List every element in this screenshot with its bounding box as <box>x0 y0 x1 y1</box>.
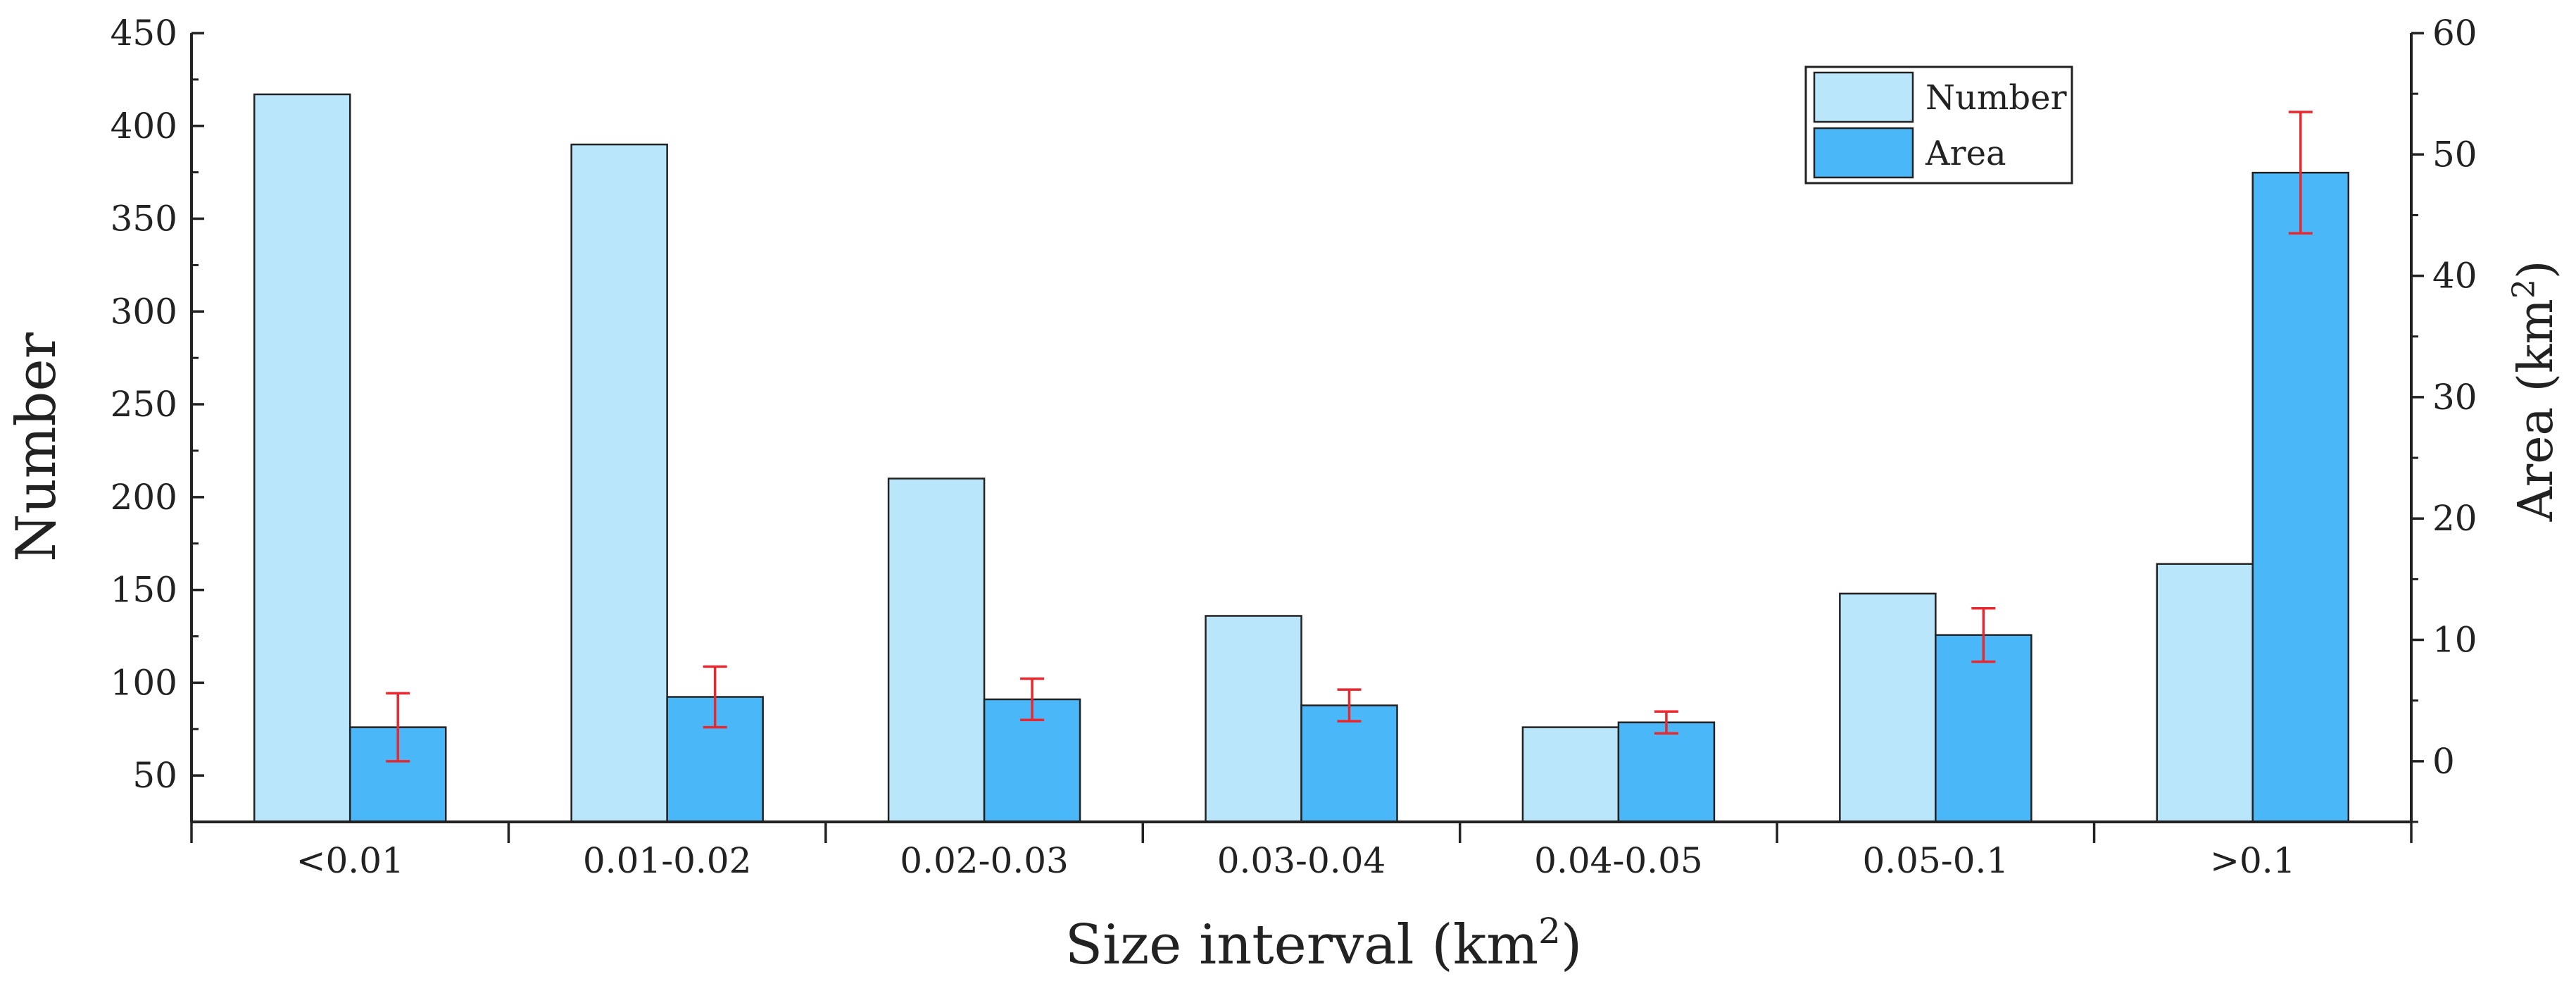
y-left-axis-label: Number <box>5 332 68 562</box>
error-bar-area-5 <box>1971 606 1996 663</box>
bars-layer <box>253 93 2350 823</box>
y-right-tick-label-3: 30 <box>2432 377 2477 418</box>
x-tick-label-6: >0.1 <box>2210 840 2295 881</box>
error-bar-area-3 <box>1337 688 1362 723</box>
bar-number-1 <box>570 143 668 823</box>
legend-label-number: Number <box>1925 78 2067 118</box>
y-left-tick-label-7: 400 <box>111 106 177 146</box>
y-right-tick-label-6: 60 <box>2432 13 2477 54</box>
legend-swatch-area <box>1813 127 1914 179</box>
y-left-tick-label-8: 450 <box>111 13 177 54</box>
bar-area-5 <box>1935 634 2032 823</box>
error-bar-area-2 <box>1020 677 1045 722</box>
y-right-axis-label-sup: 2 <box>2506 279 2542 299</box>
legend-swatch-number <box>1813 71 1914 123</box>
y-left-tick-label-2: 150 <box>111 570 177 611</box>
bar-number-4 <box>1521 726 1620 823</box>
y-left-tick-label-6: 350 <box>111 199 177 239</box>
y-left-tick-label-3: 200 <box>111 477 177 518</box>
bar-number-5 <box>1839 592 1937 823</box>
bar-number-2 <box>887 478 986 823</box>
error-bar-area-4 <box>1654 710 1678 735</box>
y-left-tick-label-1: 100 <box>111 662 177 703</box>
y-right-tick-label-5: 50 <box>2432 134 2477 175</box>
y-right-axis-label: Area (km2) <box>2506 261 2565 523</box>
x-tick-label-1: 0.01-0.02 <box>583 840 752 881</box>
x-tick-label-2: 0.02-0.03 <box>900 840 1069 881</box>
y-right-tick-label-2: 20 <box>2432 498 2477 539</box>
bar-number-0 <box>253 93 351 823</box>
bar-number-6 <box>2156 563 2254 823</box>
legend: Number Area <box>1804 65 2073 185</box>
y-left-tick-label-4: 250 <box>111 384 177 425</box>
error-bar-area-6 <box>2288 111 2313 235</box>
x-tick-label-3: 0.03-0.04 <box>1217 840 1386 881</box>
axes-layer: 50 100 150 200 250 300 350 400 450 0 10 20 30 40 50 60 <… <box>111 13 2477 881</box>
x-axis-label: Size interval (km2) <box>1065 911 1583 977</box>
y-right-tick-label-1: 10 <box>2432 620 2477 661</box>
y-right-tick-label-0: 0 <box>2432 741 2455 782</box>
legend-label-area: Area <box>1925 134 2006 173</box>
bar-number-3 <box>1205 615 1302 823</box>
error-bar-area-0 <box>386 692 410 763</box>
x-tick-label-0: <0.01 <box>296 840 404 881</box>
bar-area-3 <box>1300 704 1398 823</box>
x-tick-label-4: 0.04-0.05 <box>1534 840 1703 881</box>
y-left-tick-label-0: 50 <box>132 755 177 796</box>
bar-area-6 <box>2251 171 2350 823</box>
y-left-tick-label-5: 300 <box>111 291 177 332</box>
x-tick-label-5: 0.05-0.1 <box>1862 840 2009 881</box>
error-bar-area-1 <box>703 665 727 729</box>
bar-area-4 <box>1617 721 1716 823</box>
x-axis-label-sup: 2 <box>1538 911 1561 951</box>
y-right-tick-label-4: 40 <box>2432 256 2477 297</box>
